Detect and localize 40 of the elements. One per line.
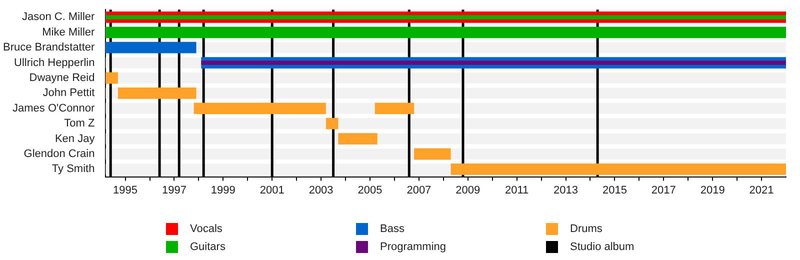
y-tick-label: James O'Connor [12, 102, 96, 114]
x-tick-label: 2007 [406, 184, 432, 196]
y-tick-label: Glendon Crain [24, 148, 95, 160]
legend-label: Studio album [570, 241, 634, 253]
legend-label: Vocals [190, 223, 222, 235]
x-tick-label: 2011 [504, 184, 529, 196]
x-tick-label: 1997 [162, 184, 186, 196]
y-tick-label: Jason C. Miller [22, 11, 96, 24]
y-tick-label: Dwayne Reid [29, 72, 95, 84]
y-tick-label: John Pettit [42, 87, 95, 100]
bar [414, 148, 451, 160]
bar [194, 102, 326, 114]
x-tick-label: 2021 [749, 184, 774, 196]
y-tick-label: Ullrich Hepperlin [14, 56, 95, 69]
y-tick-label: Bruce Brandstatter [2, 42, 96, 54]
y-tick-label: Mike Miller [42, 26, 96, 38]
bar [374, 102, 414, 114]
x-tick-label: 1995 [113, 184, 138, 196]
x-tick-label: 2017 [651, 184, 676, 196]
x-tick-label: 2003 [308, 184, 334, 196]
x-tick-label: 2019 [700, 184, 725, 196]
legend-label: Guitars [190, 241, 226, 253]
y-tick-label: Ken Jay [54, 132, 96, 145]
y-tick-label: Ty Smith [52, 163, 95, 176]
y-tick-label: Tom Z [64, 118, 95, 130]
x-tick-label: 2001 [260, 184, 284, 196]
legend-label: Bass [380, 223, 404, 235]
x-tick-label: 2009 [456, 184, 480, 196]
bar [106, 72, 118, 84]
bar [326, 118, 338, 130]
bar [338, 133, 378, 144]
x-tick-label: 2013 [554, 184, 578, 196]
x-tick-label: 2015 [602, 184, 627, 196]
x-tick-label: 2005 [358, 184, 382, 196]
bar [106, 42, 196, 54]
bar [118, 88, 196, 99]
bar [106, 15, 786, 20]
x-tick-label: 1999 [210, 184, 236, 196]
legend-label: Programming [380, 241, 446, 253]
legend-label: Drums [570, 223, 602, 235]
